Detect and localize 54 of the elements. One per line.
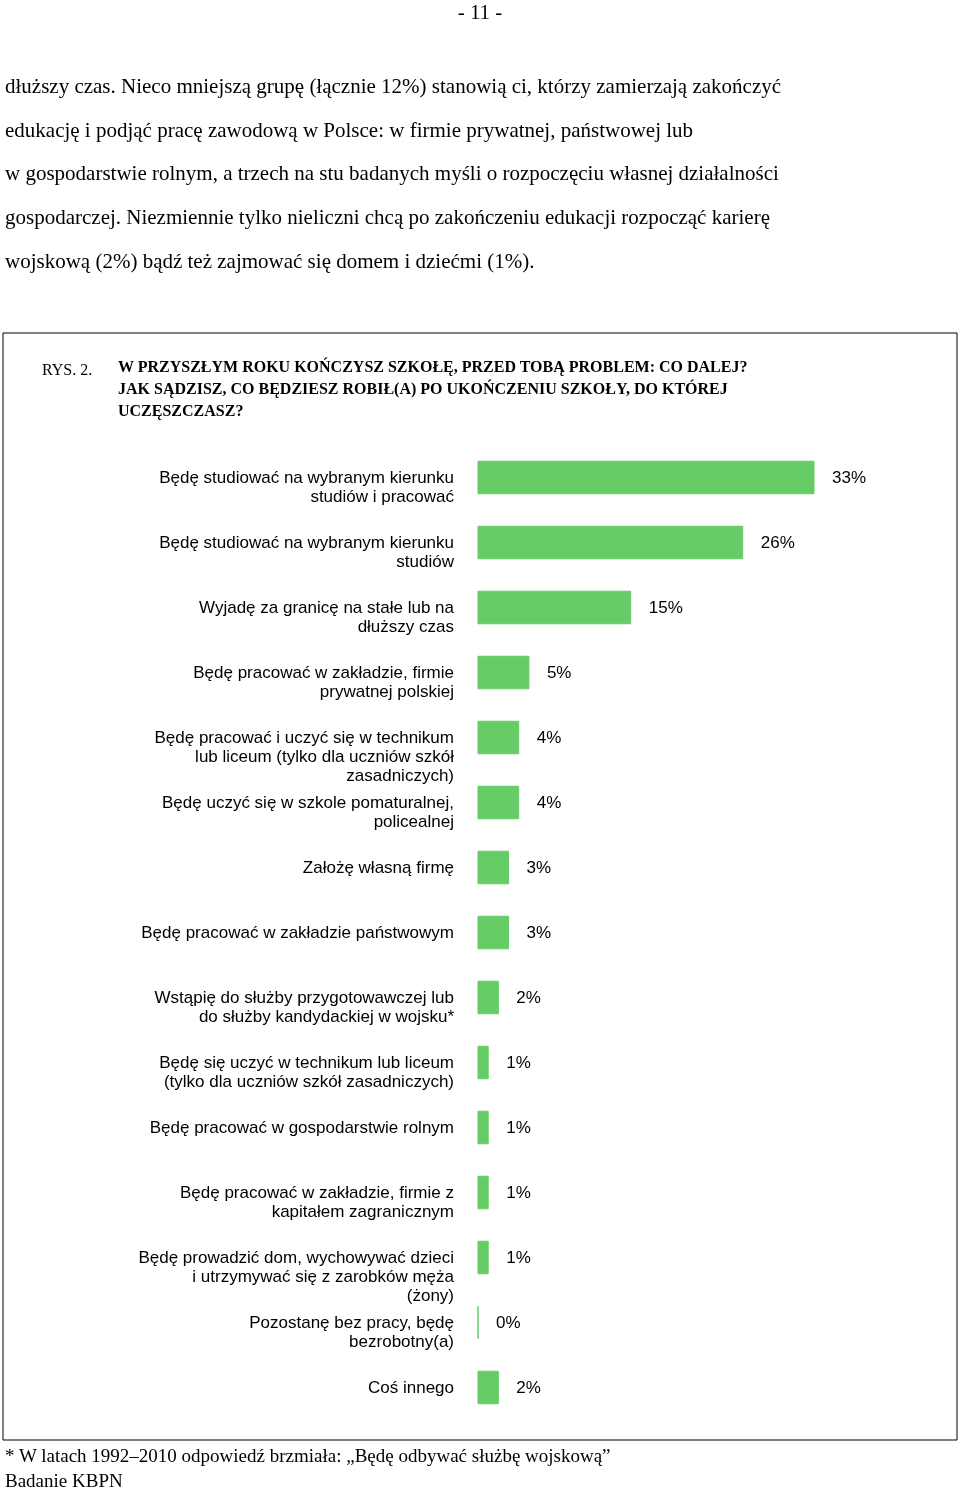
bar — [477, 590, 632, 625]
data-label: 1% — [506, 1052, 531, 1072]
bar — [477, 785, 520, 820]
text: w gospodarstwie rolnym, a trzech na stu badanych myśli o rozpoczęciu własnej działalności — [5, 161, 780, 185]
data-label: 0% — [496, 1312, 521, 1332]
data-label: 2% — [516, 1377, 541, 1397]
y-tick-label: Będę pracować w zakładzie, firmie prywatnej polskiej — [193, 662, 454, 701]
text: wojskową (2%) bądź też zajmować się domem i dziećmi (1%). — [5, 249, 535, 273]
data-label: 3% — [526, 922, 552, 942]
data-label: 15% — [648, 597, 683, 617]
data-label: 33% — [832, 467, 867, 487]
data-label: 4% — [536, 792, 562, 812]
text: dłuższy czas. Nieco mniejszą grupę (łącznie 12%) stanowią ci, którzy zamierzają zakończyć — [5, 74, 782, 98]
data-label: 1% — [506, 1117, 531, 1137]
y-tick-label: Wyjadę za granicę na stałe lub na dłuższy czas — [199, 597, 455, 636]
data-label: 2% — [516, 987, 541, 1007]
bar — [477, 915, 510, 950]
y-tick-label: Coś innego — [367, 1377, 454, 1397]
data-label: 4% — [536, 727, 562, 747]
bar — [477, 980, 499, 1015]
y-tick-label: Będę pracować w gospodarstwie rolnym — [149, 1117, 454, 1137]
bar — [477, 1240, 489, 1275]
bar — [477, 460, 815, 495]
bar — [477, 1370, 499, 1405]
data-label: 1% — [506, 1247, 531, 1267]
data-label: 1% — [506, 1182, 531, 1202]
y-tick-label: Będę uczyć się w szkole pomaturalnej, policealnej — [162, 792, 454, 831]
bar — [477, 720, 520, 755]
bar — [477, 1110, 489, 1145]
chart-title: W PRZYSZŁYM ROKU KOŃCZYSZ SZKOŁĘ, PRZED TOBĄ PROBLEM: CO DALEJ? JAK SĄDZISZ, CO BĘDZIESZ ROBIŁ(A) PO UKOŃCZENIU SZKOŁY, DO KTÓREJ UCZĘSZCZASZ? — [118, 357, 748, 420]
y-tick-label: Wstąpię do służby przygotowawczej lub do służby kandydackiej w wojsku* — [154, 987, 455, 1026]
y-tick-label: Będę studiować na wybranym kierunku studiów i pracować — [159, 467, 455, 506]
y-tick-label: Będę się uczyć w technikum lub liceum (tylko dla uczniów szkół zasadniczych) — [159, 1052, 454, 1091]
bar — [477, 525, 744, 560]
bar — [477, 655, 530, 690]
y-tick-label: Pozostanę bez pracy, będę bezrobotny(a) — [249, 1312, 454, 1351]
y-tick-label: Będę studiować na wybranym kierunku studiów — [159, 532, 455, 571]
text: edukację i podjąć pracę zawodową w Polsce: w firmie prywatnej, państwowej lub — [5, 118, 694, 142]
text: - 11 - — [457, 0, 503, 24]
text: RYS. 2. — [42, 361, 93, 378]
y-tick-label: Będę pracować w zakładzie państwowym — [141, 922, 454, 942]
text: gospodarczej. Niezmiennie tylko nieliczni chcą po zakończeniu edukacji rozpocząć karierę — [5, 205, 770, 229]
bar — [477, 1175, 489, 1210]
y-tick-label: Będę pracować i uczyć się w technikum lub liceum (tylko dla uczniów szkół zasadniczych) — [154, 727, 455, 785]
data-label: 3% — [526, 857, 552, 877]
y-tick-label: Będę prowadzić dom, wychowywać dzieci i utrzymywać się z zarobków męża (żony) — [138, 1247, 455, 1305]
y-tick-label: Będę pracować w zakładzie, firmie z kapitałem zagranicznym — [179, 1182, 454, 1221]
bar — [477, 1045, 489, 1080]
data-label: 26% — [760, 532, 795, 552]
y-tick-label: Założę własną firmę — [302, 857, 454, 877]
text: Badanie KBPN — [5, 1470, 123, 1491]
text: * W latach 1992–2010 odpowiedź brzmiała: „Będę odbywać służbę wojskową” — [5, 1445, 611, 1466]
data-label: 5% — [546, 662, 572, 682]
bar — [477, 850, 510, 885]
